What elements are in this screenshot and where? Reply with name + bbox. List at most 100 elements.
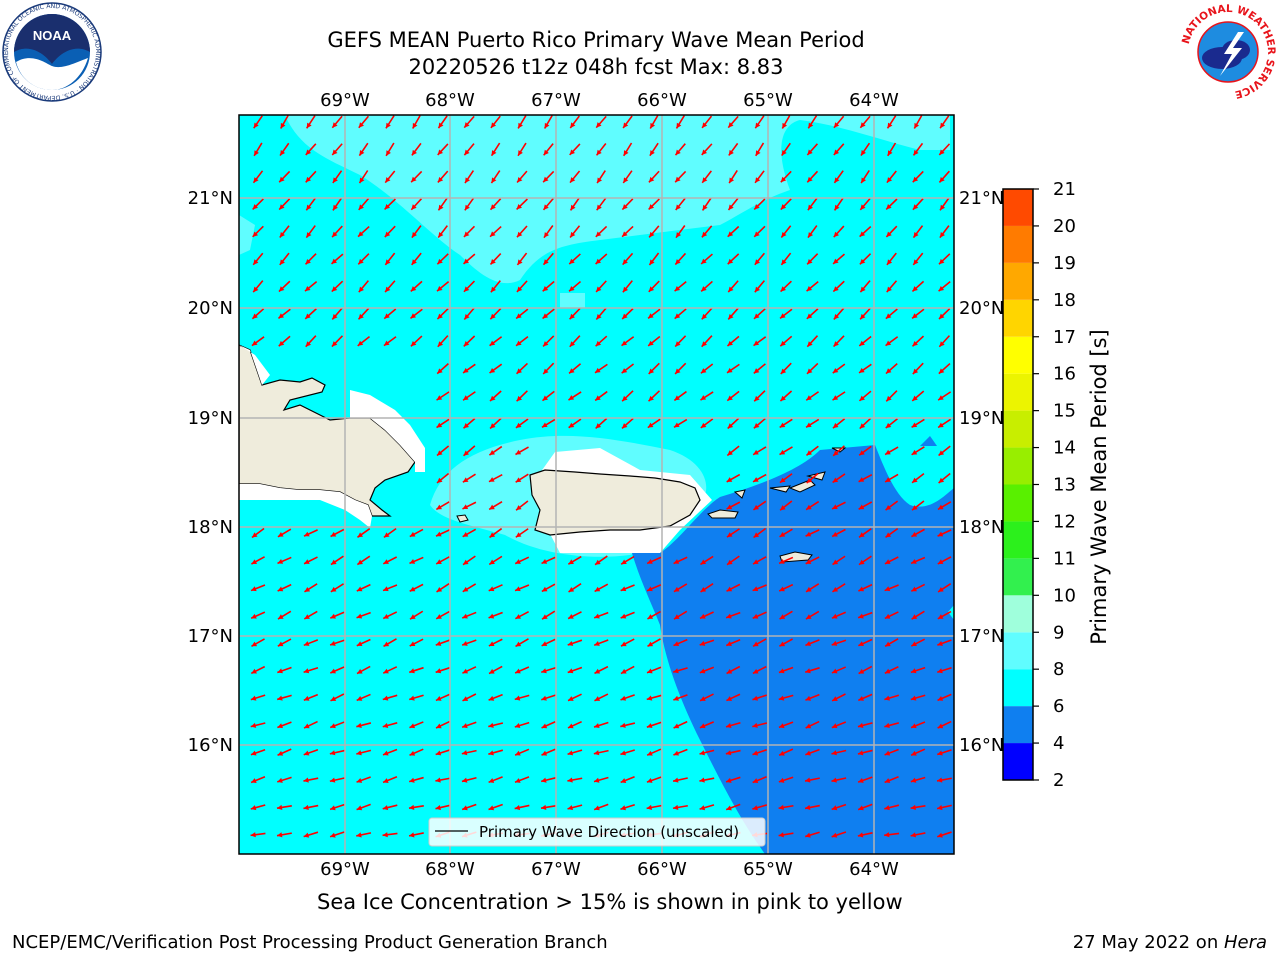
wave-direction-arrow [910, 776, 926, 783]
wave-direction-arrow [910, 721, 926, 729]
colorbar-label: Primary Wave Mean Period [s] [1087, 329, 1111, 645]
wave-direction-arrow [488, 638, 503, 647]
wave-direction-arrow [778, 721, 794, 729]
wave-direction-arrow [778, 556, 794, 565]
wave-direction-arrow [437, 115, 448, 129]
wave-direction-arrow [701, 307, 713, 320]
wave-direction-arrow [673, 610, 688, 620]
latitude-tick-label: 20°N [188, 298, 233, 319]
wave-direction-arrow [699, 749, 715, 756]
wave-direction-arrow [489, 363, 503, 374]
wave-direction-arrow [462, 363, 476, 374]
wave-direction-arrow [779, 390, 793, 402]
wave-direction-arrow [911, 500, 925, 511]
vieques-island [707, 509, 739, 519]
wave-direction-arrow [541, 721, 556, 729]
wave-direction-arrow [700, 280, 713, 292]
wave-direction-arrow [911, 446, 925, 456]
wave-direction-arrow [461, 721, 477, 729]
wave-direction-arrow [278, 280, 291, 293]
wave-direction-arrow [833, 307, 845, 320]
wave-direction-arrow [516, 170, 528, 183]
wave-direction-arrow [674, 308, 687, 320]
wave-direction-arrow [514, 584, 530, 592]
wave-direction-arrow [646, 694, 662, 701]
wave-direction-arrow [779, 446, 793, 456]
wave-direction-arrow [435, 529, 450, 537]
wave-direction-arrow [462, 583, 477, 593]
colorbar-segment [1003, 447, 1033, 485]
wave-direction-arrow [593, 776, 609, 783]
wave-direction-arrow [752, 665, 767, 675]
wave-direction-arrow [382, 748, 398, 756]
wave-direction-arrow [356, 611, 371, 619]
wave-direction-arrow [303, 748, 319, 756]
wave-direction-arrow [833, 143, 845, 156]
wave-direction-arrow [280, 115, 289, 129]
wave-direction-arrow [276, 694, 292, 701]
wave-direction-arrow [279, 225, 290, 238]
wave-direction-arrow [699, 666, 715, 674]
wave-direction-arrow [646, 748, 662, 756]
wave-direction-arrow [780, 280, 792, 293]
wave-direction-arrow [752, 748, 767, 756]
wave-direction-arrow [304, 253, 317, 265]
wave-direction-arrow [832, 445, 845, 457]
wave-direction-arrow [356, 803, 371, 811]
wave-direction-arrow [778, 694, 794, 701]
wave-direction-arrow [277, 638, 292, 647]
wave-direction-arrow [250, 584, 266, 592]
wave-direction-arrow [517, 142, 527, 157]
wave-direction-arrow [329, 777, 345, 783]
colorbar-tick-label: 13 [1053, 475, 1076, 496]
colorbar-segment [1003, 669, 1033, 707]
wave-direction-arrow [593, 611, 609, 619]
wave-direction-arrow [383, 308, 397, 320]
wave-direction-arrow [567, 666, 583, 674]
wave-direction-arrow [593, 803, 609, 811]
wave-direction-arrow [832, 335, 845, 348]
wave-direction-arrow [912, 225, 924, 239]
latitude-labels-right: 21°N 20°N 19°N 18°N 17°N 16°N [959, 188, 1004, 756]
wave-direction-arrow [251, 556, 265, 565]
wave-direction-arrow [725, 776, 741, 783]
wave-direction-arrow [910, 638, 926, 647]
wave-direction-arrow [567, 749, 583, 756]
wave-direction-arrow [885, 363, 898, 375]
wave-direction-arrow [540, 667, 556, 674]
wave-direction-arrow [726, 665, 741, 675]
wave-direction-arrow [673, 638, 688, 647]
wave-direction-arrow [699, 611, 714, 620]
colorbar-tick-label: 12 [1053, 511, 1076, 532]
wave-direction-arrow [806, 253, 819, 265]
wave-direction-arrow [831, 666, 847, 674]
wave-direction-arrow [331, 143, 343, 156]
wave-direction-arrow [250, 832, 266, 838]
wave-direction-arrow [306, 115, 316, 129]
wave-direction-arrow [884, 473, 899, 483]
wave-direction-arrow [831, 803, 847, 811]
wave-direction-arrow [752, 611, 767, 619]
wave-direction-arrow [622, 142, 633, 157]
wave-direction-arrow [646, 556, 662, 565]
wave-direction-arrow [832, 418, 846, 429]
wave-direction-arrow [409, 638, 424, 647]
wave-direction-arrow [305, 197, 316, 211]
wave-direction-arrow [595, 417, 608, 430]
colorbar-segment [1003, 595, 1033, 633]
wave-direction-arrow [382, 722, 398, 728]
wave-direction-arrow [357, 253, 370, 265]
virgin-islands [733, 447, 847, 499]
wave-direction-arrow [356, 555, 371, 566]
wave-direction-arrow [594, 665, 609, 675]
wave-direction-arrow [911, 528, 925, 538]
colorbar-tick-label: 15 [1053, 401, 1076, 422]
wave-direction-arrow [408, 776, 424, 783]
wave-direction-arrow [567, 804, 583, 811]
wave-direction-arrow [411, 252, 422, 266]
wave-direction-arrow [435, 556, 450, 565]
wave-direction-arrow [567, 555, 582, 565]
longitude-tick-label: 67°W [531, 90, 581, 111]
wave-direction-arrow [831, 528, 846, 538]
wave-direction-arrow [885, 527, 899, 539]
